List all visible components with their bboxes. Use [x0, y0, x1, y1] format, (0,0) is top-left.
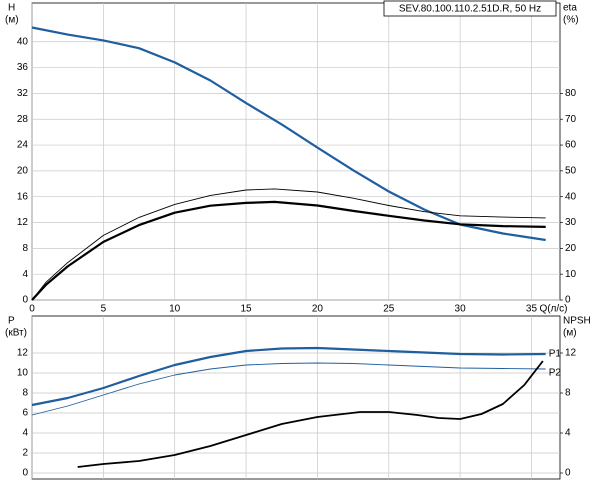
y2-tick-label: 12: [565, 348, 577, 359]
y-tick-label: 10: [17, 368, 29, 379]
plot-layer: 0 5 10 15 20 25 30 35 Q(л/с)04812162024283236400…: [5, 2, 591, 480]
curve: [77, 360, 544, 468]
curve: [31, 200, 546, 301]
curve: [31, 188, 546, 301]
y2-tick-label: 8: [565, 388, 571, 399]
title-box: [383, 0, 557, 17]
y-tick-label: 0: [22, 295, 28, 306]
y2-axis-unit: (%): [563, 15, 579, 26]
y2-tick-label: 20: [565, 243, 577, 254]
x-tick-label: 0: [29, 304, 35, 315]
y2-axis-label: NPSH: [563, 316, 591, 327]
y-axis-unit: (кВт): [5, 328, 27, 339]
y-tick-label: 12: [17, 348, 29, 359]
curve: [31, 346, 546, 407]
x-tick-label: 35: [526, 304, 538, 315]
x-tick-label: 15: [240, 304, 252, 315]
y-axis-label: P: [8, 316, 15, 327]
y-axis-unit: (м): [5, 15, 19, 26]
y2-tick-label: 0: [565, 468, 571, 479]
y-tick-label: 36: [17, 62, 29, 73]
y-tick-label: 16: [17, 191, 29, 202]
y-tick-label: 4: [22, 269, 28, 280]
y2-tick-label: 40: [565, 191, 577, 202]
y-tick-label: 32: [17, 88, 29, 99]
y2-tick-label: 30: [565, 217, 577, 228]
plot-frame: [31, 2, 561, 301]
x-tick-label: 20: [312, 304, 324, 315]
curve: [31, 362, 546, 416]
y2-tick-label: 70: [565, 114, 577, 125]
y2-tick-label: 80: [565, 88, 577, 99]
y2-tick-label: 0: [565, 295, 571, 306]
y-tick-label: 6: [22, 408, 28, 419]
x-axis-label: Q(л/с): [539, 304, 567, 315]
y-tick-label: 28: [17, 114, 29, 125]
x-tick-label: 30: [455, 304, 467, 315]
y-tick-label: 40: [17, 36, 29, 47]
y-tick-label: 4: [22, 428, 28, 439]
y2-tick-label: 50: [565, 166, 577, 177]
y-tick-label: 8: [22, 243, 28, 254]
y-tick-label: 8: [22, 388, 28, 399]
series-label: P2: [549, 368, 562, 379]
y-tick-label: 20: [17, 166, 29, 177]
y-tick-label: 24: [17, 140, 29, 151]
y2-tick-label: 4: [565, 428, 571, 439]
plot-frame: [31, 315, 561, 480]
y-tick-label: 0: [22, 468, 28, 479]
y2-tick-label: 10: [565, 269, 577, 280]
x-tick-label: 10: [169, 304, 181, 315]
curve: [31, 26, 546, 242]
y-tick-label: 12: [17, 217, 29, 228]
chart-title: SEV.80.100.110.2.51D.R, 50 Hz: [399, 4, 541, 15]
x-tick-label: 25: [383, 304, 395, 315]
y2-axis-label: eta: [563, 3, 577, 14]
y-tick-label: 2: [22, 448, 28, 459]
series-label: P1: [549, 349, 562, 360]
y2-tick-label: 60: [565, 140, 577, 151]
y-axis-label: H: [8, 3, 15, 14]
y2-axis-unit: (м): [563, 328, 577, 339]
x-tick-label: 5: [101, 304, 107, 315]
